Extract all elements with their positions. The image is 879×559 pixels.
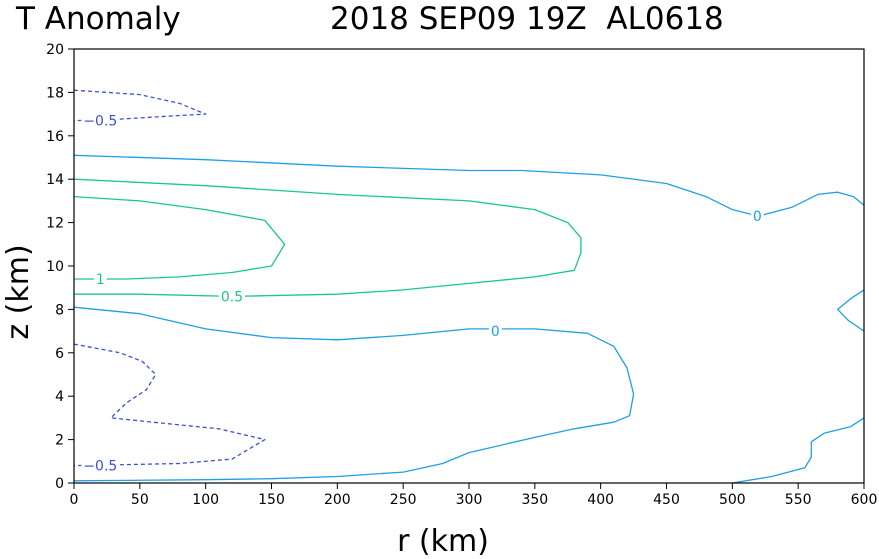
y-tick-label: 10 — [46, 259, 64, 275]
y-tick-label: 14 — [46, 172, 64, 188]
neg-half-contour-upper-label-background — [81, 113, 120, 130]
zero-contour-upper-label: 0 — [753, 209, 762, 225]
x-tick-label: 50 — [131, 492, 149, 508]
x-tick-label: 400 — [587, 492, 614, 508]
contour-lines — [73, 89, 865, 484]
x-tick-label: 350 — [521, 492, 548, 508]
plot-frame — [73, 48, 865, 484]
y-axis-title: z (km) — [1, 244, 36, 339]
y-tick-label: 4 — [55, 389, 64, 405]
x-tick-label: 0 — [70, 492, 79, 508]
one-contour-label: 1 — [96, 272, 105, 288]
neg-half-contour-lower-label-background — [81, 458, 120, 475]
y-tick-label: 12 — [46, 216, 64, 232]
contour-labels: 0 0 0.5 1 −0.5 −0.5 — [81, 113, 764, 475]
zero-contour-right-notch — [837, 289, 865, 332]
one-contour-label-background — [93, 272, 107, 289]
neg-half-contour-lower-label: −0.5 — [83, 459, 117, 475]
x-tick-label: 100 — [192, 492, 219, 508]
x-tick-label: 250 — [390, 492, 417, 508]
y-tick-label: 2 — [55, 433, 64, 449]
chart-title-left: T Anomaly — [15, 1, 181, 37]
zero-contour-upper-label-background — [750, 209, 764, 226]
zero-contour-right-lower — [732, 417, 865, 484]
y-tick-label: 6 — [55, 346, 64, 362]
neg-half-contour-upper-label: −0.5 — [83, 114, 117, 130]
axis-ticks: 0 50 100 150 200 250 300 350 400 450 500 550 6000246… — [46, 42, 877, 508]
x-tick-label: 450 — [653, 492, 680, 508]
x-tick-label: 500 — [719, 492, 746, 508]
y-tick-label: 8 — [55, 302, 64, 318]
y-tick-label: 16 — [46, 129, 64, 145]
zero-contour-middle — [73, 306, 635, 482]
y-tick-label: 18 — [46, 85, 64, 101]
x-axis-title: r (km) — [397, 524, 489, 559]
zero-contour-middle-label-background — [488, 324, 502, 341]
x-tick-label: 550 — [785, 492, 812, 508]
zero-contour-middle-label: 0 — [491, 324, 500, 340]
x-tick-label: 300 — [456, 492, 483, 508]
neg-half-contour-lower — [73, 343, 266, 467]
y-tick-label: 0 — [55, 476, 64, 492]
half-contour-label-background — [218, 289, 246, 306]
one-contour — [73, 195, 286, 280]
x-tick-label: 600 — [851, 492, 878, 508]
zero-contour-upper — [73, 154, 865, 217]
x-tick-label: 150 — [258, 492, 285, 508]
half-contour-label: 0.5 — [221, 289, 243, 305]
y-tick-label: 20 — [46, 42, 64, 58]
chart-title-right: 2018 SEP09 19Z AL0618 — [330, 1, 724, 37]
x-tick-label: 200 — [324, 492, 351, 508]
half-contour — [73, 178, 582, 298]
